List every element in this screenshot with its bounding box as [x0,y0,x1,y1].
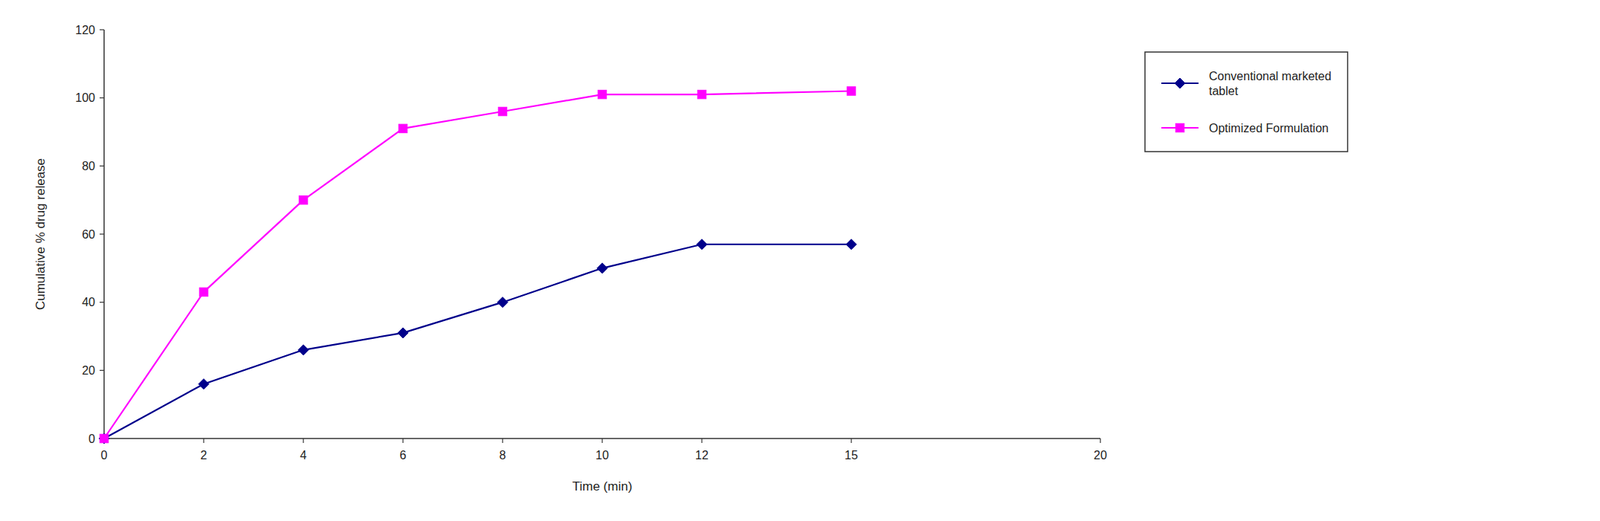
data-point [846,86,856,96]
x-tick-label: 6 [400,449,407,462]
series-line [104,244,852,439]
axes: 0 2 4 6 8 10 12 15 20 0 20 40 60 80 100 120 [75,23,1108,463]
plot-data [98,86,857,444]
legend-marker [1174,78,1186,89]
data-point [398,124,407,133]
y-tick-label: 0 [88,432,96,446]
series-line [104,91,852,440]
y-tick [99,165,105,167]
series [98,239,857,444]
legend: Conventional marketedtablet Optimized For… [1144,52,1348,152]
data-point [497,297,508,308]
x-tick-label: 15 [844,449,858,462]
x-tick [302,438,304,444]
y-tick [99,370,105,372]
data-point [397,327,409,339]
x-tick [202,438,204,444]
x-tick-label: 8 [499,449,507,462]
y-tick-label: 40 [81,295,96,309]
x-tick [601,438,603,444]
x-tick-label: 4 [300,449,308,462]
legend-box [1144,52,1348,152]
data-point [846,239,857,250]
y-tick-label: 20 [81,364,96,377]
legend-marker [1175,123,1184,132]
data-point [696,239,708,250]
x-tick-label: 20 [1093,449,1108,462]
data-point [697,89,706,99]
data-point [498,107,507,116]
data-point [99,434,108,443]
x-tick [402,438,403,444]
data-point [199,287,208,296]
page: {"chart_data": {"type": "line", "xlabel"… [0,0,1600,521]
legend-label: Optimized Formulation [1208,121,1329,135]
y-tick [99,97,105,99]
x-tick [1099,438,1101,444]
y-tick [99,28,105,30]
legend-label: Conventional marketedtablet [1208,69,1332,98]
data-point [597,89,606,99]
data-point [198,379,209,390]
chart: 0 2 4 6 8 10 12 15 20 0 20 40 60 80 100 120 Time (min) Cu… [0,0,1600,521]
data-point [597,263,608,274]
y-axis-label: Cumulative % drug release [33,158,48,311]
y-tick [99,301,105,303]
y-tick-label: 80 [81,159,96,173]
y-tick [99,233,105,235]
y-tick-label: 60 [81,228,96,241]
y-tick-label: 120 [75,23,96,37]
data-point [98,433,110,444]
x-tick-label: 10 [595,449,609,462]
x-tick [701,438,702,444]
y-tick-label: 100 [75,91,96,105]
x-tick-label: 2 [200,449,208,462]
data-point [298,344,309,356]
x-tick [850,438,852,444]
series [99,86,856,444]
x-tick [501,438,503,444]
data-point [298,195,308,204]
x-axis-label: Time (min) [572,479,633,494]
x-tick-label: 0 [101,449,108,462]
x-tick-label: 12 [695,449,709,462]
